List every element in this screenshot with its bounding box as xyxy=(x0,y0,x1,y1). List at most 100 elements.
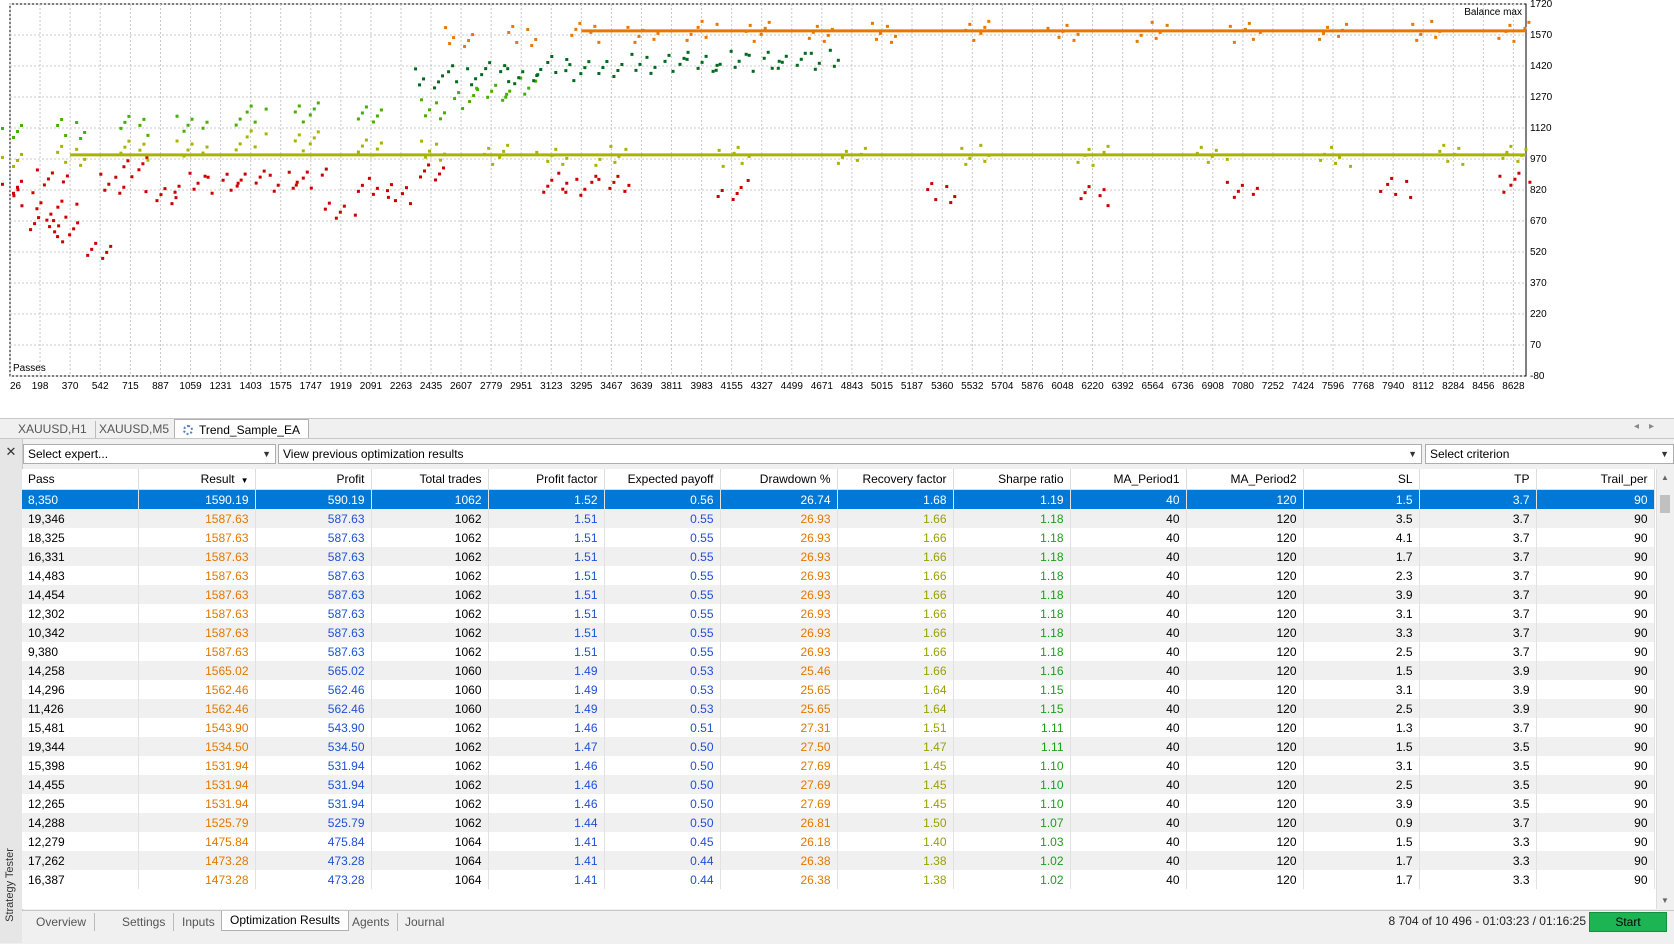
scroll-down-icon[interactable]: ▼ xyxy=(1661,896,1669,905)
red-data-point xyxy=(720,189,724,192)
start-button[interactable]: Start xyxy=(1589,912,1667,932)
cell-total-trades: 1060 xyxy=(371,680,489,699)
col-pass[interactable]: Pass xyxy=(22,469,139,490)
col-profit-factor[interactable]: Profit factor xyxy=(488,469,605,490)
olive-data-point xyxy=(127,139,131,143)
tab-xauusd-m5[interactable]: XAUUSD,M5 xyxy=(91,421,179,438)
vertical-scrollbar[interactable]: ▲ ▼ xyxy=(1656,469,1674,909)
close-icon[interactable]: ✕ xyxy=(5,444,17,459)
tab-optimization-results[interactable]: Optimization Results xyxy=(221,911,350,931)
tab-agents[interactable]: Agents xyxy=(344,913,399,931)
red-data-point xyxy=(1390,176,1394,180)
tester-side-bar: ✕ Strategy Tester xyxy=(0,439,23,943)
previous-results-dropdown[interactable]: View previous optimization results ▼ xyxy=(278,444,1422,464)
table-row[interactable]: 11,426 1562.46 562.46 1060 1.49 0.53 25.65 1.64… xyxy=(22,699,1655,718)
darkgreen-data-point xyxy=(441,74,445,78)
darkgreen-data-point xyxy=(572,79,576,83)
cell-ma-period1: 40 xyxy=(1070,604,1187,623)
lightgreen-data-point xyxy=(424,114,428,118)
orange-data-point xyxy=(1243,27,1247,31)
table-row[interactable]: 12,265 1531.94 531.94 1062 1.46 0.50 27.69 1.45… xyxy=(22,794,1655,813)
col-ma-period1[interactable]: MA_Period1 xyxy=(1070,469,1187,490)
red-data-point xyxy=(118,191,122,195)
darkgreen-data-point xyxy=(550,55,554,58)
tab-journal[interactable]: Journal xyxy=(405,915,445,929)
x-tick-label: 1919 xyxy=(330,381,353,392)
select-criterion-dropdown[interactable]: Select criterion ▼ xyxy=(1425,444,1674,464)
cell-sl: 2.5 xyxy=(1303,699,1420,718)
cell-sharpe-ratio: 1.02 xyxy=(953,870,1071,889)
tab-xauusd-h1[interactable]: XAUUSD,H1 xyxy=(10,421,96,438)
red-data-point xyxy=(29,228,33,232)
x-tick-label: 26 xyxy=(10,381,22,392)
table-row[interactable]: 14,483 1587.63 587.63 1062 1.51 0.55 26.93 1.66… xyxy=(22,566,1655,585)
cell-expected-payoff: 0.53 xyxy=(604,661,721,680)
olive-data-point xyxy=(1330,145,1334,149)
cell-drawdown: 26.93 xyxy=(720,604,838,623)
select-expert-dropdown[interactable]: Select expert... ▼ xyxy=(23,444,276,464)
table-row[interactable]: 19,344 1534.50 534.50 1062 1.47 0.50 27.50 1.47… xyxy=(22,737,1655,756)
chevron-down-icon: ▼ xyxy=(1660,449,1669,459)
table-row[interactable]: 16,387 1473.28 473.28 1064 1.41 0.44 26.38 1.38… xyxy=(22,870,1655,889)
table-row[interactable]: 14,454 1587.63 587.63 1062 1.51 0.55 26.93 1.66… xyxy=(22,585,1655,604)
tab-label: XAUUSD,M5 xyxy=(99,422,170,436)
chevron-left-icon[interactable]: ◂ xyxy=(1633,421,1649,432)
col-sl[interactable]: SL xyxy=(1303,469,1420,490)
col-drawdown[interactable]: Drawdown % xyxy=(720,469,838,490)
col-total-trades[interactable]: Total trades xyxy=(371,469,489,490)
scroll-up-icon[interactable]: ▲ xyxy=(1661,473,1669,482)
table-row[interactable]: 10,342 1587.63 587.63 1062 1.51 0.55 26.93 1.66… xyxy=(22,623,1655,642)
olive-data-point xyxy=(1076,160,1080,164)
cell-profit-factor: 1.51 xyxy=(488,642,605,661)
col-trail-per[interactable]: Trail_per xyxy=(1536,469,1655,490)
cell-ma-period2: 120 xyxy=(1186,851,1304,870)
col-expected-payoff[interactable]: Expected payoff xyxy=(604,469,721,490)
table-row[interactable]: 8,350 1590.19 590.19 1062 1.52 0.56 26.74 1.68 1… xyxy=(22,489,1655,509)
col-result[interactable]: Result ▼ xyxy=(138,469,256,490)
chevron-right-icon[interactable]: ▸ xyxy=(1648,421,1664,432)
table-row[interactable]: 14,455 1531.94 531.94 1062 1.46 0.50 27.69 1.45… xyxy=(22,775,1655,794)
olive-data-point xyxy=(1102,150,1106,154)
table-row[interactable]: 17,262 1473.28 473.28 1064 1.41 0.44 26.38 1.38… xyxy=(22,851,1655,870)
col-recovery-factor[interactable]: Recovery factor xyxy=(837,469,954,490)
table-row[interactable]: 14,296 1562.46 562.46 1060 1.49 0.53 25.65 1.64… xyxy=(22,680,1655,699)
col-ma-period2[interactable]: MA_Period2 xyxy=(1186,469,1304,490)
table-row[interactable]: 19,346 1587.63 587.63 1062 1.51 0.55 26.93 1.66… xyxy=(22,509,1655,528)
cell-ma-period1: 40 xyxy=(1070,756,1187,775)
red-data-point xyxy=(1405,179,1409,183)
cell-ma-period1: 40 xyxy=(1070,851,1187,870)
table-row[interactable]: 12,302 1587.63 587.63 1062 1.51 0.55 26.93 1.66… xyxy=(22,604,1655,623)
col-sharpe-ratio[interactable]: Sharpe ratio xyxy=(953,469,1071,490)
olive-data-point xyxy=(598,157,602,161)
cell-recovery-factor: 1.45 xyxy=(837,756,954,775)
table-row[interactable]: 16,331 1587.63 587.63 1062 1.51 0.55 26.93 1.66… xyxy=(22,547,1655,566)
orange-data-point xyxy=(444,26,448,30)
olive-data-point xyxy=(1524,147,1528,151)
tab-scroll-arrows[interactable]: ◂▸ xyxy=(1634,421,1664,432)
red-data-point xyxy=(235,184,239,188)
tab-inputs[interactable]: Inputs xyxy=(182,915,215,929)
table-row[interactable]: 14,258 1565.02 565.02 1060 1.49 0.53 25.46 1.66… xyxy=(22,661,1655,680)
cell-sl: 1.7 xyxy=(1303,547,1420,566)
table-row[interactable]: 15,481 1543.90 543.90 1062 1.46 0.51 27.31 1.51… xyxy=(22,718,1655,737)
table-row[interactable]: 18,325 1587.63 587.63 1062 1.51 0.55 26.93 1.66… xyxy=(22,528,1655,547)
table-row[interactable]: 14,288 1525.79 525.79 1062 1.44 0.50 26.81 1.50… xyxy=(22,813,1655,832)
table-row[interactable]: 9,380 1587.63 587.63 1062 1.51 0.55 26.93 1.66 1… xyxy=(22,642,1655,661)
cell-tp: 3.7 xyxy=(1419,642,1537,661)
cell-expected-payoff: 0.55 xyxy=(604,528,721,547)
cell-drawdown: 26.93 xyxy=(720,642,838,661)
red-data-point xyxy=(177,184,181,188)
lightgreen-data-point xyxy=(1,127,4,130)
cell-ma-period2: 120 xyxy=(1186,794,1304,813)
tab-overview[interactable]: Overview xyxy=(28,913,96,931)
table-row[interactable]: 15,398 1531.94 531.94 1062 1.46 0.50 27.69 1.45… xyxy=(22,756,1655,775)
tab-settings[interactable]: Settings xyxy=(114,913,175,931)
orange-data-point xyxy=(700,19,704,23)
olive-data-point xyxy=(356,150,360,154)
col-tp[interactable]: TP xyxy=(1419,469,1537,490)
cell-drawdown: 26.38 xyxy=(720,851,838,870)
tab-trend-sample-ea[interactable]: Trend_Sample_EA xyxy=(174,419,309,439)
table-row[interactable]: 12,279 1475.84 475.84 1064 1.41 0.45 26.18 1.40… xyxy=(22,832,1655,851)
col-profit[interactable]: Profit xyxy=(255,469,372,490)
scroll-thumb[interactable] xyxy=(1660,495,1670,513)
